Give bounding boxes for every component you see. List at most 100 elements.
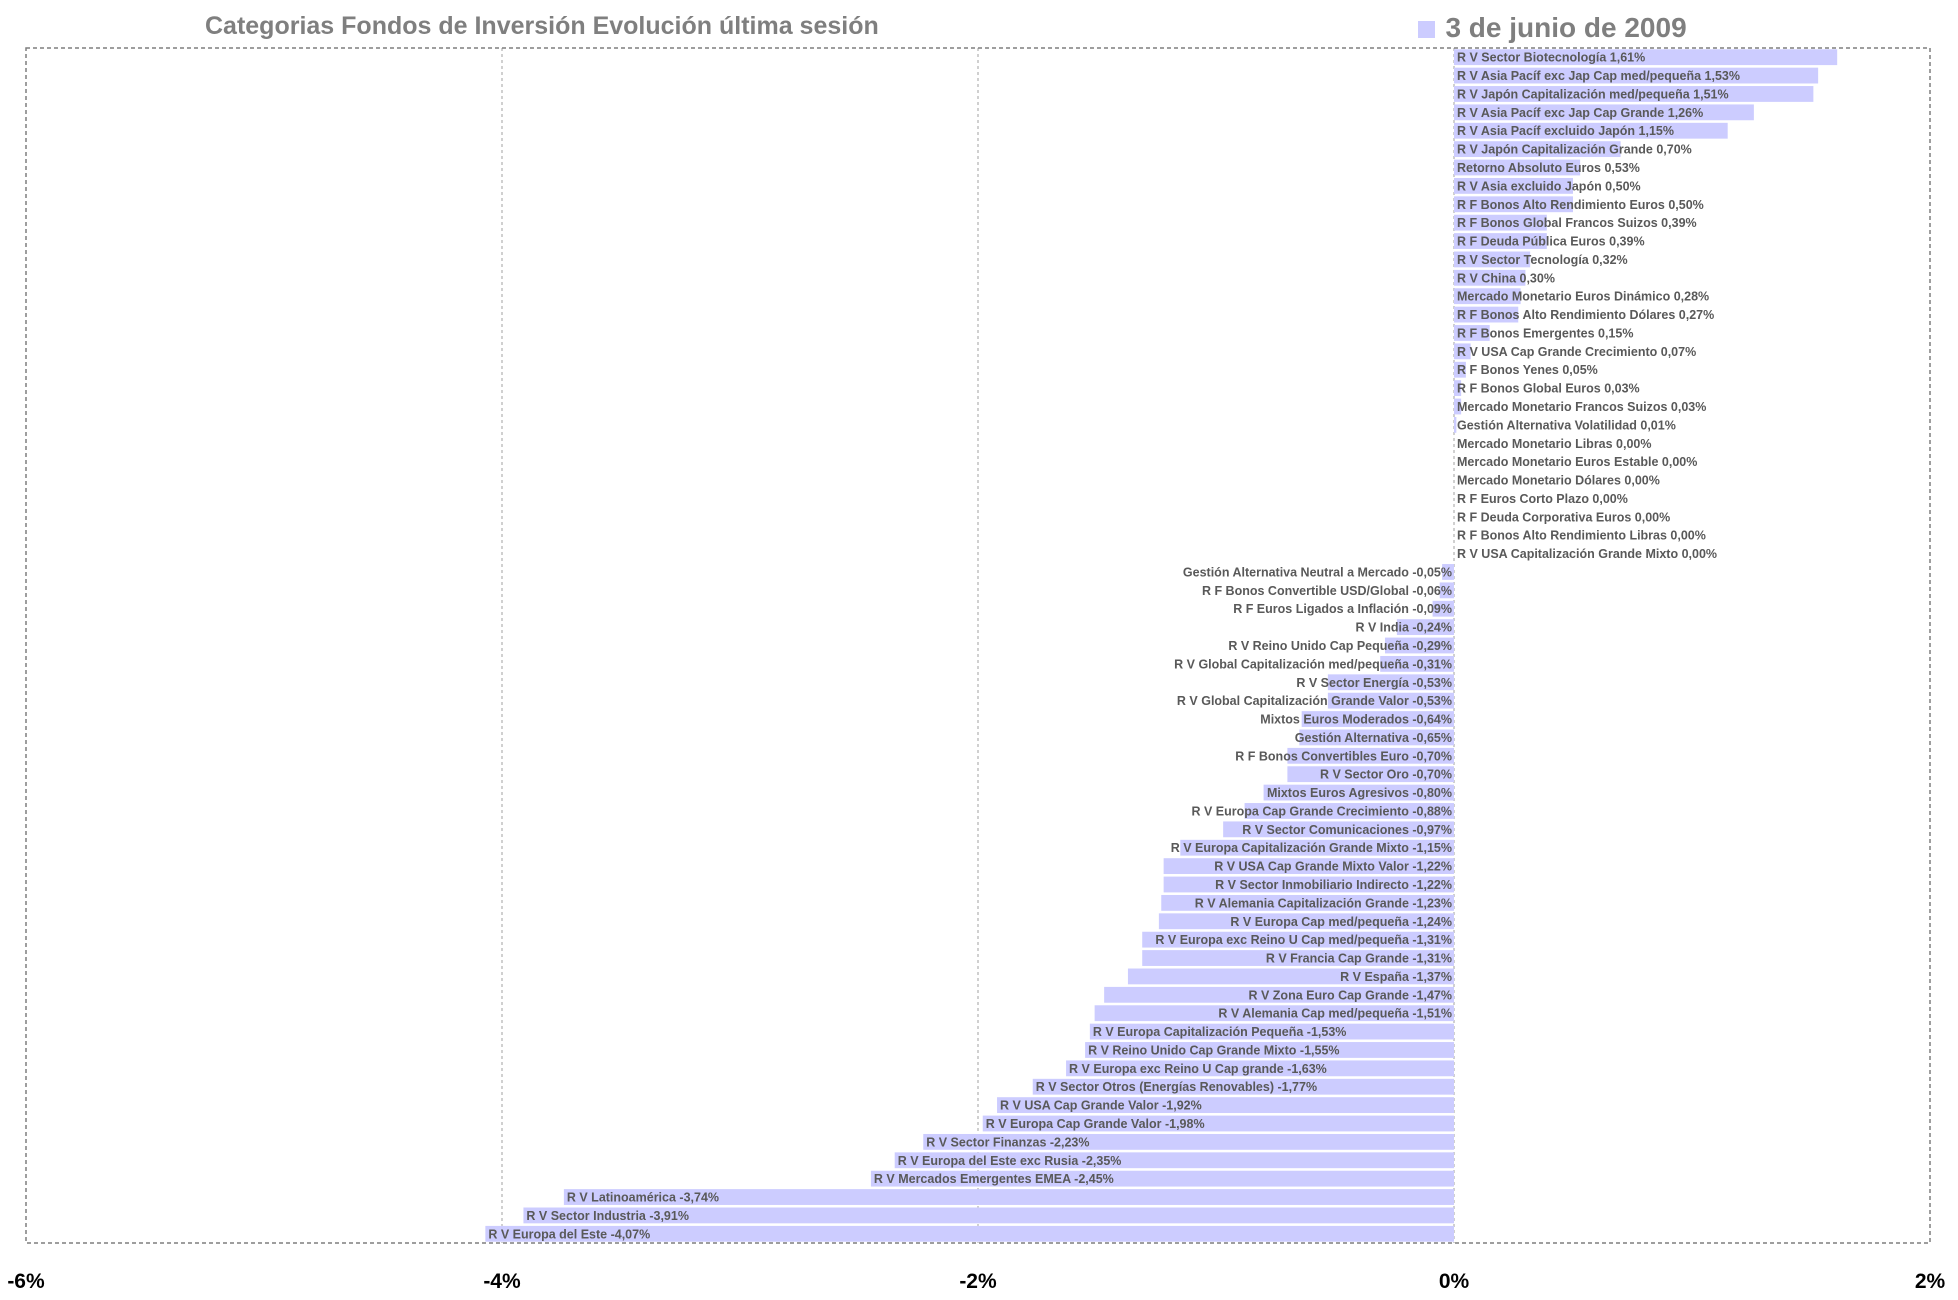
bar-label: R V Europa exc Reino U Cap med/pequeña -… bbox=[1155, 933, 1452, 947]
bar-label: R V Global Capitalización med/pequeña -0… bbox=[1174, 657, 1452, 671]
bar-label: R V Asia excluido Japón 0,50% bbox=[1457, 179, 1641, 193]
bar bbox=[523, 1207, 1454, 1224]
bar bbox=[982, 1115, 1454, 1132]
bar bbox=[1104, 986, 1454, 1003]
bar-label: R F Bonos Global Euros 0,03% bbox=[1457, 382, 1640, 396]
bar-label: R V Europa del Este exc Rusia -2,35% bbox=[898, 1154, 1122, 1168]
bar-label: R V Asia Pacíf excluido Japón 1,15% bbox=[1457, 124, 1674, 138]
bar bbox=[1454, 141, 1621, 158]
bar bbox=[1327, 692, 1454, 709]
bar bbox=[1094, 1005, 1454, 1022]
bar-label: R V Europa Capitalización Grande Mixto -… bbox=[1171, 841, 1452, 855]
bar-label: R V Europa Cap Grande Valor -1,98% bbox=[986, 1117, 1205, 1131]
bar bbox=[1299, 729, 1454, 746]
bar-label: R V Latinoamérica -3,74% bbox=[567, 1191, 719, 1205]
x-tick-label: 2% bbox=[1915, 1270, 1946, 1293]
bar-label: R V Global Capitalización Grande Valor -… bbox=[1177, 694, 1452, 708]
bar bbox=[1454, 104, 1754, 121]
plot-area-frame bbox=[25, 47, 1931, 1244]
bar bbox=[1032, 1078, 1454, 1095]
bar-label: R V Japón Capitalización Grande 0,70% bbox=[1457, 143, 1692, 157]
bar-label: R V Europa exc Reino U Cap grande -1,63% bbox=[1069, 1062, 1327, 1076]
bar-label: Gestión Alternativa -0,65% bbox=[1295, 731, 1452, 745]
bar-label: Mercado Monetario Francos Suizos 0,03% bbox=[1457, 400, 1706, 414]
bar bbox=[1454, 177, 1573, 194]
bar bbox=[923, 1133, 1454, 1150]
bar bbox=[1454, 159, 1581, 176]
bar-label: R F Bonos Alto Rendimiento Dólares 0,27% bbox=[1457, 308, 1714, 322]
bar-label: R V Sector Industria -3,91% bbox=[526, 1209, 689, 1223]
bar bbox=[1454, 306, 1519, 323]
bar-label: R V Europa Cap Grande Crecimiento -0,88% bbox=[1192, 804, 1453, 818]
bar bbox=[1163, 876, 1454, 893]
bar-label: R V China 0,30% bbox=[1457, 271, 1555, 285]
bar bbox=[1180, 839, 1454, 856]
bar bbox=[1161, 894, 1454, 911]
x-tick-label: 0% bbox=[1439, 1270, 1470, 1293]
bar bbox=[1158, 913, 1454, 930]
bar-label: R V Asia Pacíf exc Jap Cap Grande 1,26% bbox=[1457, 106, 1703, 120]
legend-label: 3 de junio de 2009 bbox=[1445, 12, 1687, 43]
bar-label: R F Deuda Pública Euros 0,39% bbox=[1457, 235, 1645, 249]
bar bbox=[1127, 968, 1454, 985]
x-axis-tick-labels: -6% -4% -2% 0% 2% bbox=[7, 1270, 1945, 1293]
bar bbox=[870, 1170, 1454, 1187]
bar bbox=[1454, 122, 1728, 139]
bar bbox=[1454, 86, 1814, 102]
bar-label: R V Reino Unido Cap Grande Mixto -1,55% bbox=[1088, 1043, 1339, 1057]
bar-label: R V Reino Unido Cap Pequeña -0,29% bbox=[1228, 639, 1452, 653]
bar-labels: R V Sector Biotecnología 1,61% R V Asia P… bbox=[488, 51, 1740, 1242]
bar bbox=[1454, 325, 1490, 341]
bar bbox=[1301, 711, 1454, 727]
bar bbox=[1454, 49, 1838, 66]
bar-label: R V Asia Pacíf exc Jap Cap med/pequeña 1… bbox=[1457, 69, 1740, 83]
bar bbox=[1066, 1060, 1454, 1077]
bar bbox=[1454, 398, 1462, 415]
bar-label: R V Sector Finanzas -2,23% bbox=[926, 1135, 1089, 1149]
bar bbox=[1442, 564, 1454, 580]
x-tick-label: -6% bbox=[7, 1270, 45, 1293]
bar-label: R V Sector Tecnología 0,32% bbox=[1457, 253, 1628, 267]
bar bbox=[1454, 67, 1819, 84]
bar-label: R F Deuda Corporativa Euros 0,00% bbox=[1457, 510, 1670, 524]
bar bbox=[1163, 858, 1454, 875]
bar-label: R V USA Cap Grande Mixto Valor -1,22% bbox=[1214, 860, 1452, 874]
bar bbox=[1396, 619, 1454, 636]
bar bbox=[1454, 214, 1547, 231]
bar bbox=[894, 1152, 1454, 1169]
bar-label: R V Mercados Emergentes EMEA -2,45% bbox=[874, 1172, 1114, 1186]
bar-label: Mercado Monetario Euros Dinámico 0,28% bbox=[1457, 290, 1709, 304]
bar-label: R V USA Capitalización Grande Mixto 0,00… bbox=[1457, 547, 1717, 561]
bar bbox=[1454, 416, 1457, 433]
bar-label: Gestión Alternativa Volatilidad 0,01% bbox=[1457, 418, 1676, 432]
bar-label: R F Bonos Emergentes 0,15% bbox=[1457, 326, 1633, 340]
x-tick-label: -4% bbox=[483, 1270, 521, 1293]
bar-label: R V Alemania Capitalización Grande -1,23… bbox=[1195, 896, 1452, 910]
bar-label: R V Sector Energía -0,53% bbox=[1296, 676, 1452, 690]
bar bbox=[1454, 361, 1466, 378]
bar bbox=[1287, 747, 1454, 764]
bar bbox=[1454, 343, 1471, 360]
bar bbox=[1244, 803, 1454, 819]
bar bbox=[1380, 655, 1454, 672]
bar-label: R V Sector Biotecnología 1,61% bbox=[1457, 51, 1645, 65]
bar-label: R F Bonos Convertible USD/Global -0,06% bbox=[1202, 584, 1452, 598]
bar-label: R V Alemania Cap med/pequeña -1,51% bbox=[1218, 1007, 1452, 1021]
bar-label: R V Sector Inmobiliario Indirecto -1,22% bbox=[1215, 878, 1452, 892]
x-tick-label: -2% bbox=[959, 1270, 997, 1293]
bar bbox=[1085, 1042, 1454, 1058]
bar-label: R V Europa Capitalización Pequeña -1,53% bbox=[1093, 1025, 1347, 1039]
bar bbox=[1142, 931, 1454, 948]
bar-label: R V USA Cap Grande Valor -1,92% bbox=[1000, 1099, 1202, 1113]
bar bbox=[1287, 766, 1454, 783]
bar-label: R F Euros Corto Plazo 0,00% bbox=[1457, 492, 1628, 506]
bar-label: R F Bonos Yenes 0,05% bbox=[1457, 363, 1598, 377]
bar bbox=[1454, 251, 1531, 268]
bar-label: R V Sector Otros (Energías Renovables) -… bbox=[1036, 1080, 1317, 1094]
bar bbox=[1454, 380, 1462, 397]
bar-label: R V España -1,37% bbox=[1340, 970, 1452, 984]
bar-label: R V Francia Cap Grande -1,31% bbox=[1266, 952, 1452, 966]
bar-label: R V Zona Euro Cap Grande -1,47% bbox=[1248, 988, 1452, 1002]
bar bbox=[1432, 600, 1454, 617]
